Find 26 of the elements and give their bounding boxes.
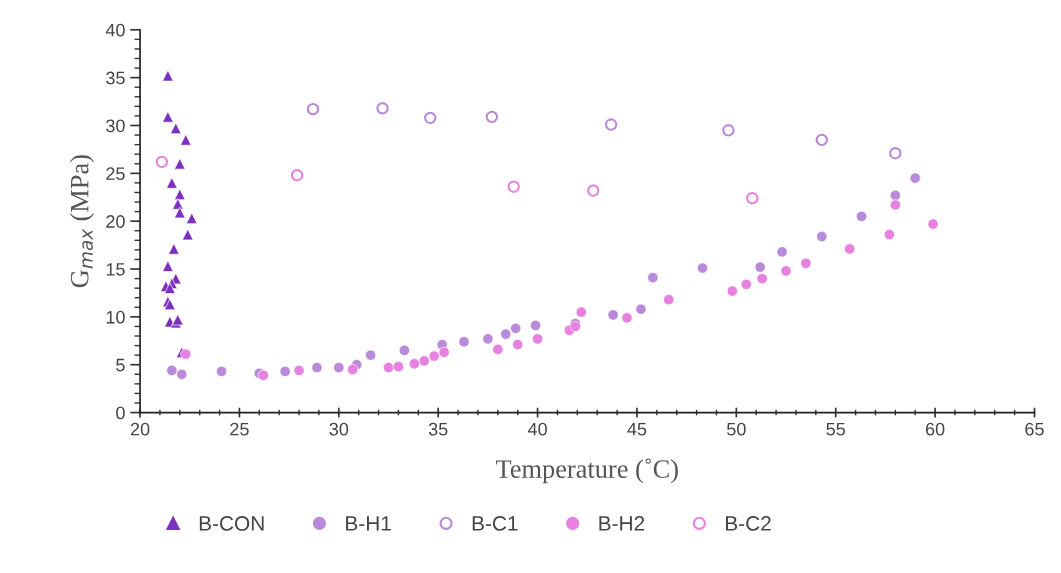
- legend-label: B-H2: [599, 516, 645, 531]
- y-tick-label: 0: [116, 406, 125, 420]
- x-tick-label: 45: [627, 422, 647, 436]
- y-tick-label: 5: [116, 358, 125, 372]
- legend-label: B-CON: [199, 516, 264, 531]
- legend-label: B-H1: [346, 516, 391, 531]
- x-tick-label: 35: [428, 422, 448, 436]
- x-tick-label: 25: [230, 422, 249, 436]
- x-tick-label: 55: [826, 422, 845, 436]
- y-tick-label: 30: [106, 119, 125, 133]
- x-tick-label: 50: [727, 422, 746, 436]
- y-tick-label: 15: [106, 263, 125, 276]
- x-tick-label: 60: [925, 422, 945, 436]
- x-tick-label: 20: [130, 422, 150, 436]
- x-tick-label: 40: [527, 422, 547, 436]
- y-tick-label: 25: [106, 167, 125, 181]
- y-tick-label: 35: [106, 71, 125, 85]
- x-tick-label: 30: [329, 422, 349, 436]
- y-tick-label: 20: [106, 215, 125, 228]
- y-tick-label: 10: [106, 310, 125, 324]
- legend-label: B-C1: [472, 516, 518, 531]
- x-tick-label: 65: [1025, 422, 1044, 436]
- y-tick-label: 40: [105, 23, 125, 37]
- x-axis-title: Temperature (˚C): [495, 458, 678, 484]
- legend-label: B-C2: [726, 516, 771, 531]
- y-axis-title: G$_{max}$ (MPa): [70, 155, 94, 288]
